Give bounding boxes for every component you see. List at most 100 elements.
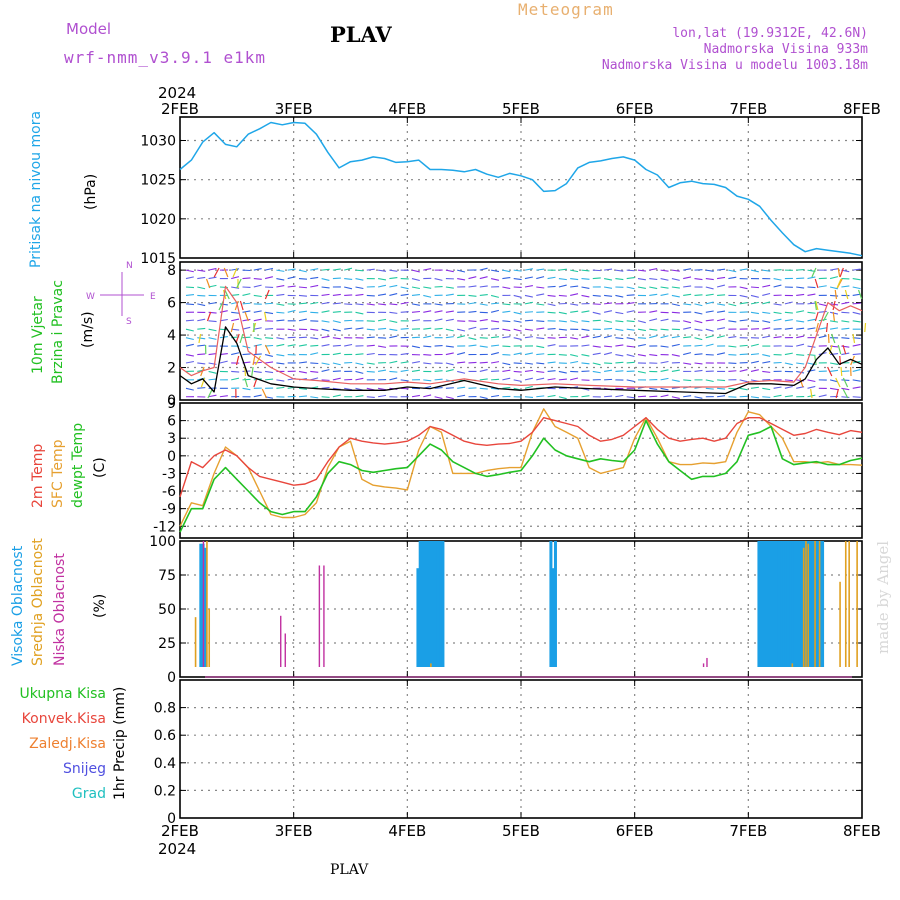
wind-arrow [244,366,247,377]
wind-arrow [762,361,771,364]
cloud-series-0 [199,541,825,667]
wind-arrow [796,269,805,271]
wind-arrow [830,320,839,323]
wind-arrow [321,386,330,389]
wind-arrow [197,286,206,290]
wind-arrow [830,327,839,330]
wind-arrow [298,361,308,364]
wind-arrow [378,318,387,322]
wind-arrow [491,336,500,339]
wind-arrow [536,345,545,349]
wind-arrow [694,353,703,356]
panel-frame [179,679,863,819]
y-tick-label: 2 [167,361,176,377]
wind-arrow [660,293,669,296]
wind-arrow [626,396,635,399]
wind-arrow [479,267,488,271]
wind-arrow [366,370,375,373]
cloud-bar [441,541,445,667]
wind-arrow [244,377,249,388]
wind-arrow [276,343,285,347]
wind-arrow [717,310,726,313]
wind-arrow [524,268,533,271]
wind-arrow [457,361,466,364]
wind-arrow [185,269,194,273]
wind-arrow [253,268,262,271]
wind-arrow [807,385,816,389]
wind-arrow [784,352,793,356]
wind-arrow [378,327,387,330]
x-year-top: 2024 [158,84,196,102]
wind-arrow [344,343,353,347]
wind-arrow [717,395,726,398]
wind-arrow [660,345,669,348]
wind-arrow [389,335,398,339]
wind-arrow [310,362,319,365]
elevation-label: Nadmorska Visina 933m [703,42,868,57]
wind-arrow [830,294,839,297]
wind-arrow [276,269,285,272]
cloud-bar [789,541,793,667]
cloud-bar [549,541,553,667]
wind-arrow [807,353,816,356]
wind-arrow [479,276,488,280]
cloud-bar [821,541,825,667]
wind-arrow [536,362,545,365]
wind-arrow [581,328,590,332]
wind-arrow [683,362,692,365]
wind-arrow [219,328,228,331]
wind-arrow [857,289,863,300]
wind-arrow [762,370,771,373]
wind-arrow [423,294,432,298]
wind-arrow [852,353,861,356]
cloud-bar [323,565,325,667]
wind-arrow [683,352,692,356]
wind-arrow [649,268,658,271]
wind-arrow [671,335,680,339]
wind-arrow [524,369,534,372]
wind-arrow [513,370,522,373]
wind-arrow [717,294,726,296]
wind-arrow [671,396,680,399]
wind-arrow [298,387,308,390]
wind-arrow [208,370,217,374]
wind-arrow [434,278,443,281]
cloud-bar [759,541,763,667]
panel-wind [179,261,863,401]
wind-arrow [626,361,635,364]
wind-arrow [491,320,500,323]
wind-arrow [389,293,398,296]
wind-arrow [637,353,646,357]
wind-arrow [832,311,835,322]
wind-arrow [400,311,409,313]
wind-arrow [773,278,782,281]
y-tick-label: 25 [158,636,176,652]
wind-arrow [253,377,258,388]
wind-arrow [389,328,398,331]
wind-arrow [468,337,477,341]
cloud-bar [771,541,775,667]
wind-arrow [830,387,839,391]
wind-arrow [581,362,590,365]
wind-arrow [366,396,375,398]
wind-arrow [434,378,443,381]
wind-arrow [434,310,443,313]
wind-arrow [570,303,579,306]
wind-arrow [185,286,195,289]
wind-arrow [671,369,680,372]
wind-arrow [524,385,533,389]
wind-arrow [836,278,842,289]
wind-arrow [457,320,466,322]
wind-arrow [321,396,330,398]
wind-arrow [423,379,432,382]
wind-arrow [491,269,500,273]
wind-arrow [750,320,760,322]
wind-arrow [479,293,488,296]
wind-arrow [513,352,522,356]
wind-arrow [818,394,827,398]
wind-arrow [244,311,249,322]
wind-arrow [321,268,330,271]
wind-arrow [198,333,202,344]
wind-arrow [253,294,262,298]
wind-arrow [626,320,635,323]
